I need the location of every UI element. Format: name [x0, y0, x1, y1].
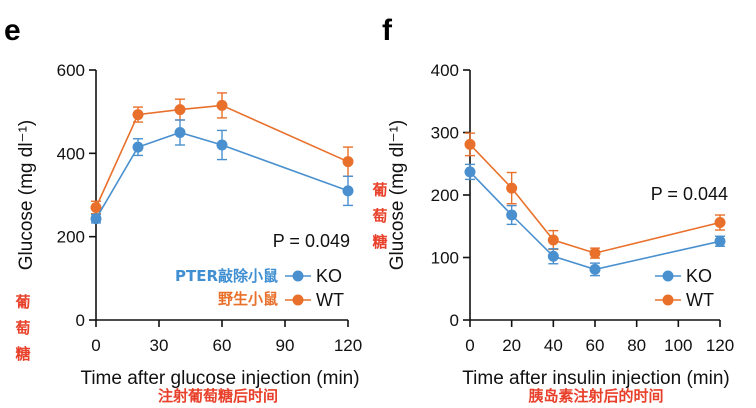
- panel-f-x-ticks: 0 20 40 60 80 100 120: [465, 320, 734, 355]
- panel-f-x-tick-label-120: 120: [706, 336, 734, 355]
- panel-e-series-wt-point: [174, 104, 186, 116]
- panel-f-series-wt-point: [464, 138, 476, 150]
- panel-f-p-value: P = 0.044: [651, 184, 728, 204]
- panel-f-legend: KO WT: [655, 266, 714, 310]
- panel-e-series-ko-point: [216, 139, 228, 151]
- panel-f-x-tick-label-0: 0: [465, 336, 474, 355]
- panel-f-series-ko-point: [464, 166, 476, 178]
- panel-f-legend-wt-label: WT: [686, 290, 714, 310]
- panel-f-ylabel-cn-1: 葡: [371, 181, 387, 199]
- panel-e-series-wt-point: [342, 156, 354, 168]
- panel-e-plot-area: [90, 92, 354, 225]
- panel-f-x-tick-label-40: 40: [544, 336, 563, 355]
- panel-e-x-tick-label-30: 30: [150, 336, 169, 355]
- panel-f-series-wt-point: [714, 217, 726, 228]
- panel-f-y-ticks: 0 100 200 300 400: [431, 61, 470, 330]
- panel-e-y-tick-label-400: 400: [57, 144, 85, 163]
- panel-f-y-tick-label-200: 200: [431, 186, 459, 205]
- panel-e-p-value: P = 0.049: [273, 231, 350, 251]
- panel-e-series-wt-point: [216, 99, 228, 111]
- panel-e-xlabel-cn: 注射葡萄糖后时间: [158, 387, 278, 405]
- panel-e-letter: e: [4, 14, 21, 47]
- panel-e-y-axis-title: Glucose (mg dl⁻¹): [16, 120, 37, 270]
- panel-f-legend-ko-marker: [662, 270, 674, 282]
- panel-f-y-tick-label-100: 100: [431, 249, 459, 268]
- panel-e-series-ko-point: [342, 185, 354, 197]
- panel-e-series-wt-point: [132, 109, 144, 121]
- panel-e-legend-wt-label: WT: [316, 290, 344, 310]
- panel-e-series-ko-point: [132, 141, 144, 153]
- panel-f-series-ko-point: [547, 250, 559, 262]
- panel-f-y-tick-label-400: 400: [431, 61, 459, 80]
- panel-f-series-ko-point: [506, 209, 518, 221]
- panel-f-series-wt-point: [547, 234, 559, 246]
- panel-f-y-tick-label-0: 0: [450, 311, 459, 330]
- panel-f-ylabel-cn-3: 糖: [372, 233, 387, 251]
- panel-f-xlabel-cn: 胰岛素注射后的时间: [528, 387, 663, 405]
- panel-f-series-ko-point: [589, 263, 601, 275]
- panel-e-ylabel-cn-3: 糖: [15, 345, 30, 363]
- panel-e-x-tick-label-0: 0: [91, 336, 100, 355]
- panel-f-x-tick-label-80: 80: [627, 336, 646, 355]
- panel-e-x-tick-label-60: 60: [213, 336, 232, 355]
- panel-f: f 0 100 200 300 400 0 20 40 60 80 100 120 Glucose …: [371, 14, 734, 405]
- panel-e-ylabel-cn-2: 萄: [15, 319, 30, 337]
- panel-e-legend: KO WT: [285, 266, 344, 310]
- panel-f-x-tick-label-60: 60: [586, 336, 605, 355]
- panel-f-x-tick-label-20: 20: [502, 336, 521, 355]
- panel-f-y-axis-title: Glucose (mg dl⁻¹): [387, 120, 408, 270]
- panel-e-y-tick-label-0: 0: [76, 311, 85, 330]
- panel-e-legend-wt-marker: [292, 294, 304, 306]
- panel-e-y-tick-label-200: 200: [57, 228, 85, 247]
- panel-e-legend-ko-marker: [292, 270, 304, 282]
- panel-f-x-tick-label-100: 100: [664, 336, 692, 355]
- panel-f-y-tick-label-300: 300: [431, 124, 459, 143]
- panel-f-plot-area: [464, 132, 726, 277]
- panel-e-y-ticks: 0 200 400 600: [57, 61, 96, 330]
- panel-f-legend-wt-marker: [662, 294, 674, 306]
- panel-e-y-tick-label-600: 600: [57, 61, 85, 80]
- panel-f-series-wt-point: [506, 182, 518, 194]
- panel-f-x-axis-title: Time after insulin injection (min): [462, 368, 730, 389]
- panel-e: e 0 200 400 600 0 30 60 90 120 Glucose (mg dl⁻¹…: [4, 14, 362, 405]
- panel-e-x-tick-label-90: 90: [276, 336, 295, 355]
- panel-f-series-wt-point: [589, 247, 601, 259]
- panel-e-series-wt-point: [90, 202, 102, 213]
- panel-e-x-tick-label-120: 120: [334, 336, 362, 355]
- panel-f-legend-ko-label: KO: [686, 266, 712, 286]
- panel-f-letter: f: [382, 14, 393, 47]
- panel-e-series-ko-point: [90, 213, 102, 225]
- panel-e-wt-cn-annotation: 野生小鼠: [218, 290, 278, 308]
- panel-f-ylabel-cn-2: 萄: [372, 207, 387, 225]
- panel-e-ylabel-cn-1: 葡: [14, 293, 30, 311]
- panel-f-series-ko-point: [714, 235, 726, 247]
- panel-e-ko-cn-annotation: PTER敲除小鼠: [175, 267, 278, 285]
- panel-e-series-ko-point: [174, 127, 186, 138]
- panel-e-x-ticks: 0 30 60 90 120: [91, 320, 362, 355]
- panel-e-legend-ko-label: KO: [316, 266, 342, 286]
- panel-e-x-axis-title: Time after glucose injection (min): [80, 368, 359, 389]
